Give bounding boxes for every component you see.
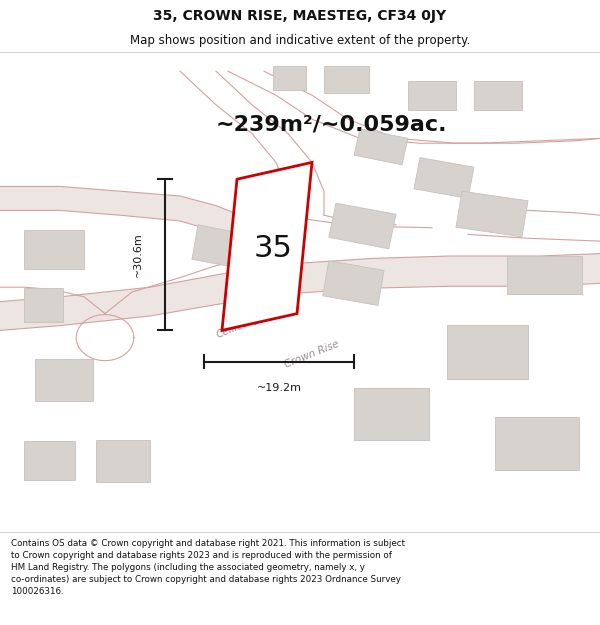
Polygon shape bbox=[324, 66, 369, 92]
Polygon shape bbox=[0, 186, 282, 282]
Polygon shape bbox=[354, 388, 429, 440]
Text: Map shows position and indicative extent of the property.: Map shows position and indicative extent… bbox=[130, 34, 470, 47]
Polygon shape bbox=[507, 256, 582, 294]
Text: ~19.2m: ~19.2m bbox=[257, 383, 302, 393]
Polygon shape bbox=[323, 261, 384, 306]
Text: ~30.6m: ~30.6m bbox=[133, 232, 143, 277]
Polygon shape bbox=[408, 81, 456, 109]
Polygon shape bbox=[35, 359, 93, 401]
Polygon shape bbox=[495, 417, 579, 469]
Text: ~239m²/~0.059ac.: ~239m²/~0.059ac. bbox=[216, 114, 448, 134]
Polygon shape bbox=[96, 440, 150, 482]
Text: Cellicorç: Cellicorç bbox=[215, 314, 259, 339]
Polygon shape bbox=[24, 441, 75, 480]
Text: 35, CROWN RISE, MAESTEG, CF34 0JY: 35, CROWN RISE, MAESTEG, CF34 0JY bbox=[154, 9, 446, 22]
Polygon shape bbox=[329, 203, 396, 249]
Polygon shape bbox=[0, 254, 600, 331]
Text: 35: 35 bbox=[254, 234, 292, 263]
Polygon shape bbox=[354, 129, 408, 165]
Polygon shape bbox=[474, 81, 522, 109]
Polygon shape bbox=[456, 191, 528, 237]
Polygon shape bbox=[414, 158, 474, 198]
Text: Crown Rise: Crown Rise bbox=[283, 339, 341, 370]
Polygon shape bbox=[192, 225, 258, 271]
Polygon shape bbox=[273, 66, 306, 91]
Polygon shape bbox=[447, 324, 528, 379]
Polygon shape bbox=[222, 162, 312, 331]
Polygon shape bbox=[24, 229, 84, 269]
Text: Contains OS data © Crown copyright and database right 2021. This information is : Contains OS data © Crown copyright and d… bbox=[11, 539, 405, 596]
Polygon shape bbox=[24, 288, 63, 322]
